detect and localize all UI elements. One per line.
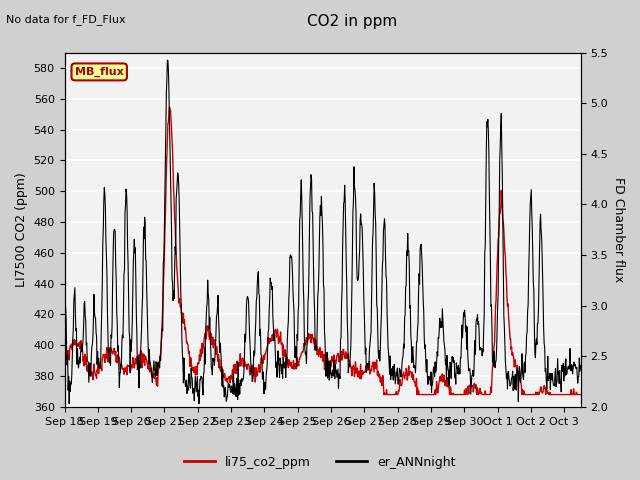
Text: MB_flux: MB_flux: [75, 67, 124, 77]
Text: CO2 in ppm: CO2 in ppm: [307, 14, 397, 29]
Legend: li75_co2_ppm, er_ANNnight: li75_co2_ppm, er_ANNnight: [179, 451, 461, 474]
Y-axis label: FD Chamber flux: FD Chamber flux: [612, 177, 625, 282]
Y-axis label: LI7500 CO2 (ppm): LI7500 CO2 (ppm): [15, 172, 28, 287]
Text: No data for f_FD_Flux: No data for f_FD_Flux: [6, 14, 126, 25]
